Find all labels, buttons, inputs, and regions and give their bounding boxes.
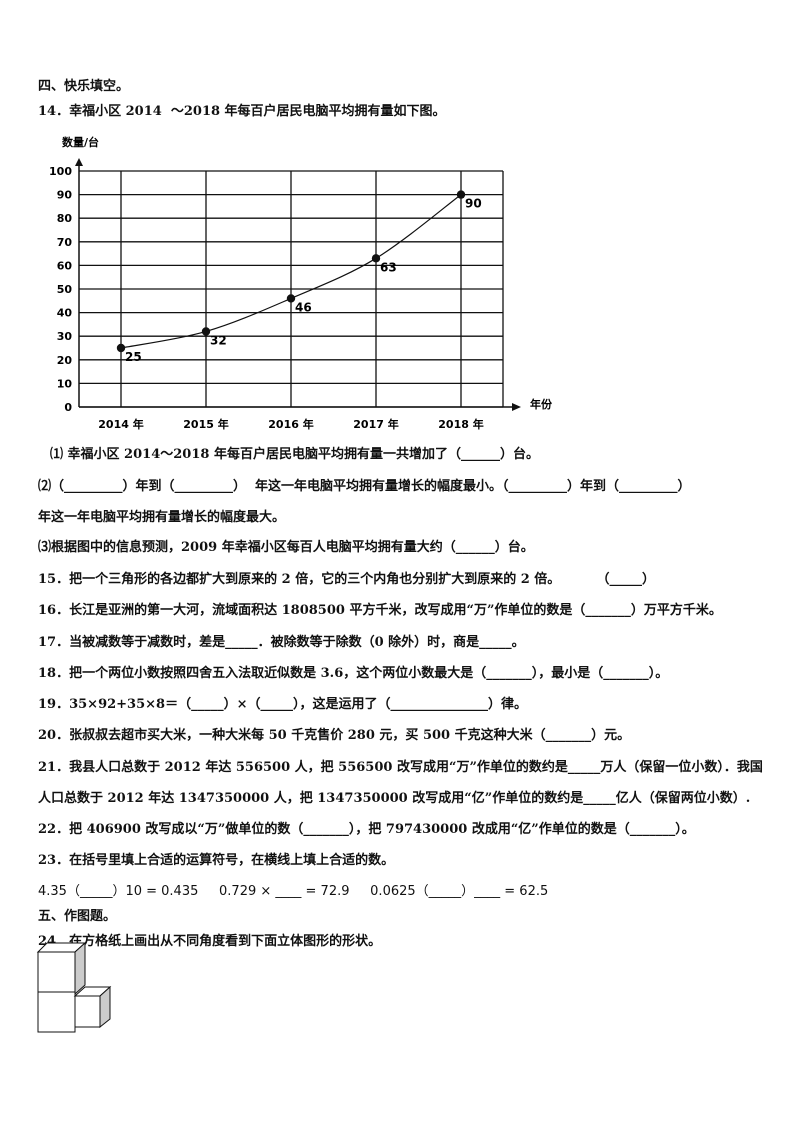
y-tick-label: 60 [57,259,73,272]
y-tick-label: 50 [57,283,73,296]
x-axis-arrow [512,403,521,411]
y-tick-label: 40 [57,307,73,320]
question-23-calc: 4.35（_____）10 = 0.435 0.729 × ____ = 72.… [38,884,549,899]
question-14-2b: 年这一年电脑平均拥有量增长的幅度最大。 [38,510,286,525]
x-tick-label: 2017 年 [353,417,398,431]
question-16: 16．长江是亚洲的第一大河，流域面积达 1808500 平方千米，改写成用“万”… [38,603,722,618]
question-15: 15．把一个三角形的各边都扩大到原来的 2 倍，它的三个内角也分别扩大到原来的 … [38,572,655,587]
y-tick-label: 10 [57,377,73,390]
y-tick-label: 100 [49,165,72,178]
question-21b: 人口总数于 2012 年达 1347350000 人，把 1347350000 … [38,791,751,806]
data-point [201,327,211,336]
question-24: 24．在方格纸上画出从不同角度看到下面立体图形的形状。 [38,934,382,949]
data-label: 32 [210,333,227,347]
section-4-title: 四、快乐填空。 [38,79,130,94]
y-tick-label: 30 [57,330,73,343]
question-17: 17．当被减数等于减数时，差是_____．被除数等于除数（0 除外）时，商是__… [38,635,525,650]
y-tick-label: 0 [64,401,72,414]
data-label: 25 [125,350,142,364]
question-18: 18．把一个两位小数按照四舍五入法取近似数是 3.6，这个两位小数最大是（___… [38,666,669,681]
y-axis-label: 数量/台 [62,135,99,149]
data-point [286,294,296,303]
x-tick-label: 2018 年 [438,417,483,431]
question-14-stem: 14．幸福小区 2014 ～2018 年每百户居民电脑平均拥有量如下图。 [38,104,446,119]
question-22: 22．把 406900 改写成以“万”做单位的数（_______），把 7974… [38,822,695,837]
x-tick-label: 2016 年 [268,417,313,431]
x-axis-label: 年份 [530,397,553,411]
y-tick-label: 20 [57,354,73,367]
data-label: 63 [380,260,397,274]
question-21a: 21．我县人口总数于 2012 年达 556500 人，把 556500 改写成… [38,760,763,775]
x-tick-label: 2015 年 [183,417,228,431]
question-14-1: ⑴ 幸福小区 2014～2018 年每百户居民电脑平均拥有量一共增加了（____… [50,447,539,462]
data-point [116,343,126,353]
question-23: 23．在括号里填上合适的运算符号，在横线上填上合适的数。 [38,853,395,868]
y-tick-label: 70 [57,236,73,249]
y-tick-label: 90 [57,189,73,202]
x-tick-label: 2014 年 [98,417,143,431]
data-label: 46 [295,300,312,314]
question-14-2a: ⑵（_________）年到（_________） 年这一年电脑平均拥有量增长的… [38,479,691,494]
question-14-3: ⑶根据图中的信息预测，2009 年幸福小区每百人电脑平均拥有量大约（______… [38,540,534,555]
y-tick-label: 80 [57,212,73,225]
data-point [371,254,381,263]
section-5-title: 五、作图题。 [38,909,117,924]
question-20: 20．张叔叔去超市买大米，一种大米每 50 千克售价 280 元，买 500 千… [38,728,631,743]
question-19: 19．35×92+35×8＝（_____）×（_____），这是运用了（____… [38,697,527,712]
data-label: 90 [465,197,482,211]
y-axis-arrow [75,158,83,166]
data-point [456,190,466,199]
